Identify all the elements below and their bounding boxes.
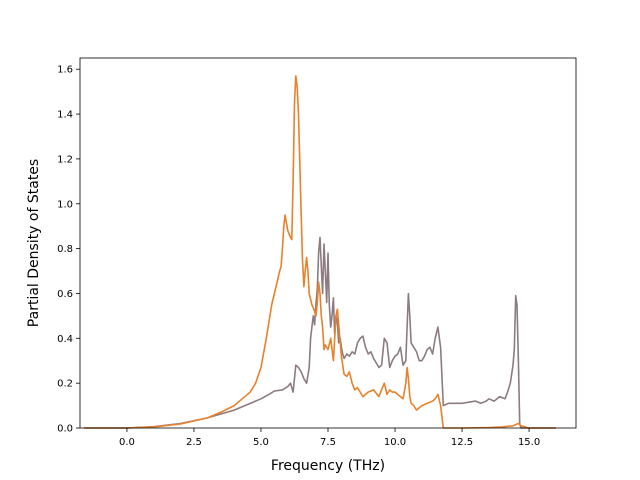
x-tick-label: 7.5 [320,437,336,448]
x-tick-label: 10.0 [384,437,406,448]
x-tick-label: 2.5 [186,437,202,448]
y-axis-ticks: 0.0 0.2 0.4 0.6 0.8 1.0 1.2 1.4 1.6 [57,65,80,435]
y-tick-label: 0.6 [57,289,73,300]
x-tick-label: 5.0 [253,437,269,448]
series-layer [84,75,556,429]
y-tick-label: 1.2 [57,154,73,165]
y-axis-label: Partial Density of States [26,159,42,327]
y-tick-label: 0.4 [57,334,73,345]
series-line-1 [84,236,556,429]
x-axis-label: Frequency (THz) [271,458,385,474]
y-tick-label: 1.0 [57,199,73,210]
y-tick-label: 1.6 [57,65,73,76]
x-tick-label: 12.5 [451,437,473,448]
y-tick-label: 0.0 [57,424,73,435]
y-tick-label: 1.4 [57,110,73,121]
x-tick-label: 15.0 [518,437,540,448]
y-tick-label: 0.8 [57,244,73,255]
series-line-2 [84,75,556,429]
y-tick-label: 0.2 [57,379,73,390]
x-axis-ticks: 0.0 2.5 5.0 7.5 10.0 12.5 15.0 [119,428,540,448]
x-tick-label: 0.0 [119,437,135,448]
plot-area [80,58,576,428]
